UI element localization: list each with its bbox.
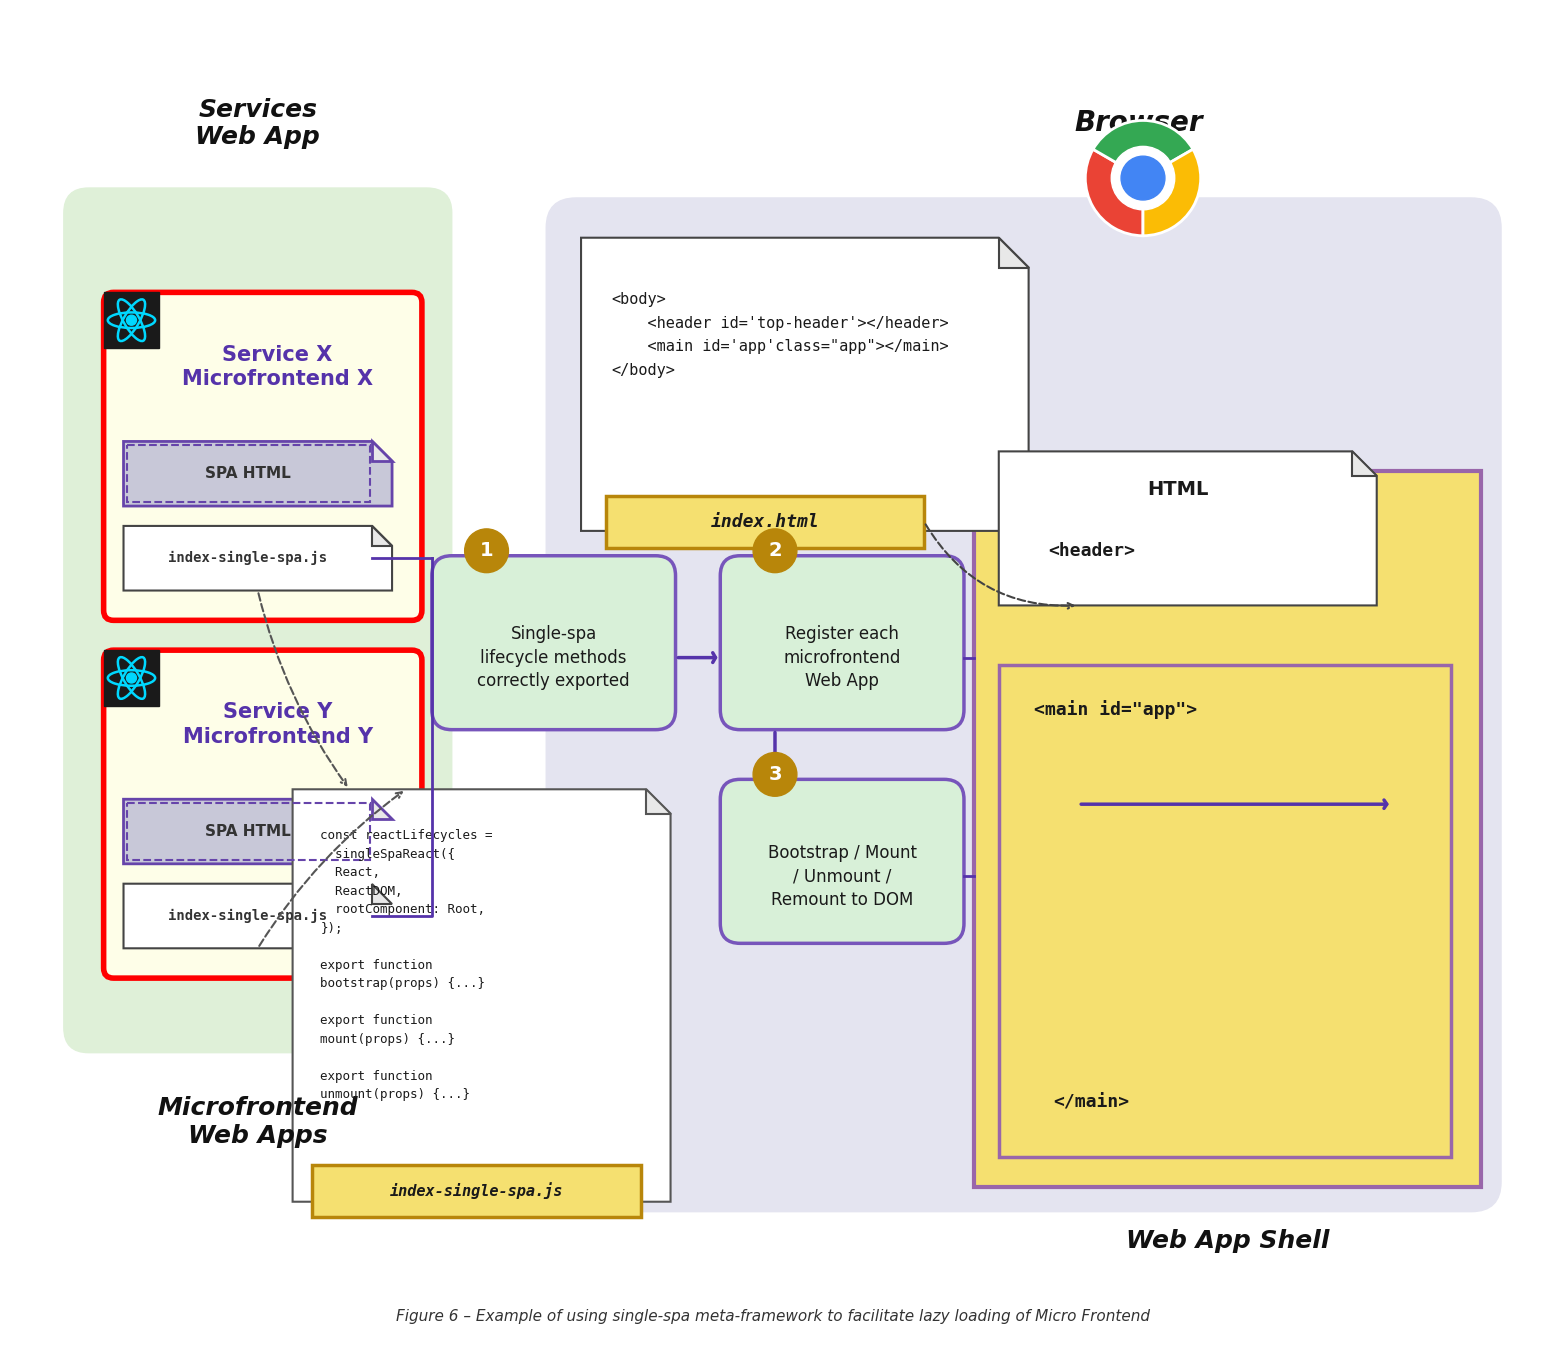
- Text: 2: 2: [768, 541, 782, 560]
- Text: HTML: HTML: [1147, 479, 1209, 498]
- Polygon shape: [646, 790, 671, 814]
- Bar: [104, 293, 159, 348]
- Text: Services
Web App: Services Web App: [195, 97, 320, 150]
- Wedge shape: [1093, 120, 1194, 178]
- Text: <main id="app">: <main id="app">: [1034, 701, 1197, 720]
- Bar: [104, 651, 159, 706]
- Text: index.html: index.html: [711, 513, 819, 531]
- Text: Bootstrap / Mount
/ Unmount /
Remount to DOM: Bootstrap / Mount / Unmount / Remount to…: [768, 844, 917, 909]
- Text: <body>
    <header id='top-header'></header>
    <main id='app'class="app"></mai: <body> <header id='top-header'></header>…: [611, 293, 949, 378]
- Text: const reactLifecycles =
  singleSpaReact({
  React,
  ReactDOM,
  rootComponent:: const reactLifecycles = singleSpaReact({…: [320, 829, 493, 1102]
- Text: </main>: </main>: [1053, 1094, 1130, 1111]
- Polygon shape: [373, 884, 393, 903]
- Circle shape: [465, 529, 509, 572]
- FancyBboxPatch shape: [104, 293, 422, 621]
- FancyBboxPatch shape: [104, 651, 422, 979]
- Circle shape: [753, 752, 796, 796]
- FancyBboxPatch shape: [431, 556, 676, 729]
- Text: Browser: Browser: [1074, 109, 1203, 138]
- Text: 3: 3: [768, 765, 782, 784]
- Circle shape: [1121, 157, 1166, 200]
- Wedge shape: [1085, 150, 1142, 236]
- Polygon shape: [373, 799, 393, 819]
- Text: Microfrontend
Web Apps: Microfrontend Web Apps: [158, 1096, 359, 1148]
- Bar: [999, 666, 1452, 1157]
- Bar: [127, 446, 369, 502]
- Circle shape: [127, 315, 136, 325]
- Text: Figure 6 – Example of using single-spa meta-framework to facilitate lazy loading: Figure 6 – Example of using single-spa m…: [396, 1308, 1150, 1323]
- Polygon shape: [373, 441, 393, 462]
- Text: SPA HTML: SPA HTML: [206, 466, 291, 481]
- FancyBboxPatch shape: [720, 556, 965, 729]
- Text: index-single-spa.js: index-single-spa.js: [169, 909, 328, 923]
- Text: Web App Shell: Web App Shell: [1125, 1230, 1330, 1254]
- Polygon shape: [581, 238, 1028, 531]
- FancyBboxPatch shape: [720, 779, 965, 944]
- Text: SPA HTML: SPA HTML: [206, 824, 291, 840]
- Polygon shape: [124, 441, 393, 506]
- FancyBboxPatch shape: [546, 198, 1501, 1212]
- Polygon shape: [373, 526, 393, 545]
- Polygon shape: [292, 790, 671, 1202]
- Text: index-single-spa.js: index-single-spa.js: [169, 551, 328, 566]
- FancyBboxPatch shape: [63, 188, 451, 1053]
- Text: 1: 1: [479, 541, 493, 560]
- Bar: [606, 495, 925, 548]
- Polygon shape: [999, 238, 1028, 267]
- Polygon shape: [124, 884, 393, 948]
- Circle shape: [127, 672, 136, 683]
- Wedge shape: [1142, 150, 1201, 236]
- Text: index-single-spa.js: index-single-spa.js: [390, 1183, 563, 1199]
- Bar: [127, 803, 369, 860]
- Bar: [974, 471, 1481, 1187]
- Text: Register each
microfrontend
Web App: Register each microfrontend Web App: [784, 625, 901, 690]
- Circle shape: [1112, 146, 1175, 209]
- Text: <header>: <header>: [1048, 541, 1135, 560]
- Polygon shape: [999, 451, 1377, 605]
- Polygon shape: [124, 526, 393, 590]
- Circle shape: [753, 529, 796, 572]
- Bar: [312, 1165, 640, 1216]
- Text: Service X
Microfrontend X: Service X Microfrontend X: [182, 344, 373, 389]
- Text: Service Y
Microfrontend Y: Service Y Microfrontend Y: [182, 702, 373, 747]
- Polygon shape: [124, 799, 393, 864]
- Polygon shape: [1351, 451, 1377, 477]
- Text: Single-spa
lifecycle methods
correctly exported: Single-spa lifecycle methods correctly e…: [478, 625, 631, 690]
